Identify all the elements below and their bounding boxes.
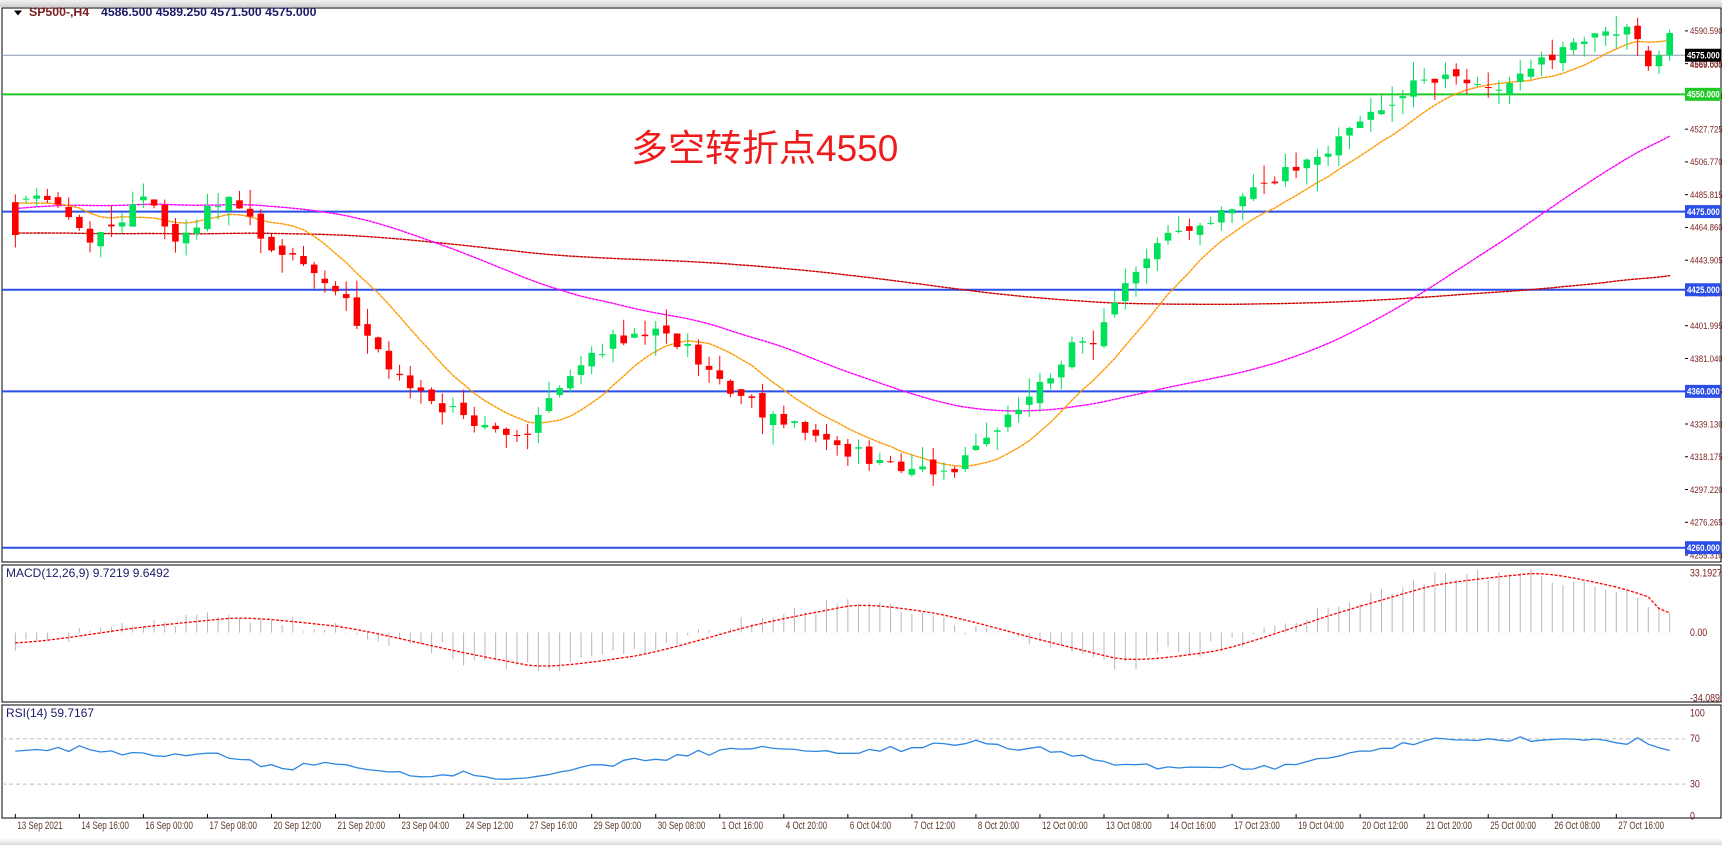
- svg-text:MACD(12,26,9) 9.7219 9.6492: MACD(12,26,9) 9.7219 9.6492: [6, 566, 170, 580]
- svg-text:70: 70: [1690, 733, 1700, 745]
- svg-text:4475.000: 4475.000: [1687, 206, 1720, 217]
- svg-text:0: 0: [1690, 811, 1695, 823]
- svg-text:33.1927: 33.1927: [1690, 568, 1722, 580]
- svg-text:6 Oct 04:00: 6 Oct 04:00: [850, 820, 891, 833]
- svg-text:13 Oct 08:00: 13 Oct 08:00: [1106, 820, 1152, 833]
- svg-text:17 Sep 08:00: 17 Sep 08:00: [209, 820, 257, 833]
- svg-text:4339.130: 4339.130: [1690, 419, 1722, 430]
- svg-text:RSI(14) 59.7167: RSI(14) 59.7167: [6, 706, 94, 720]
- svg-text:8 Oct 20:00: 8 Oct 20:00: [978, 820, 1019, 833]
- svg-text:16 Sep 00:00: 16 Sep 00:00: [145, 820, 193, 833]
- svg-text:27 Oct 16:00: 27 Oct 16:00: [1618, 820, 1664, 833]
- svg-text:27 Sep 16:00: 27 Sep 16:00: [530, 820, 578, 833]
- svg-text:4381.040: 4381.040: [1690, 353, 1722, 364]
- svg-text:29 Sep 00:00: 29 Sep 00:00: [594, 820, 642, 833]
- svg-text:4586.500 4589.250 4571.500 457: 4586.500 4589.250 4571.500 4575.000: [101, 5, 317, 19]
- svg-text:-34.0891: -34.0891: [1690, 693, 1722, 705]
- svg-text:4527.725: 4527.725: [1690, 124, 1722, 135]
- svg-text:4464.860: 4464.860: [1690, 222, 1722, 233]
- svg-text:21 Oct 20:00: 21 Oct 20:00: [1426, 820, 1472, 833]
- svg-text:21 Sep 20:00: 21 Sep 20:00: [338, 820, 386, 833]
- svg-text:4425.000: 4425.000: [1687, 284, 1720, 295]
- svg-text:4401.995: 4401.995: [1690, 320, 1722, 331]
- svg-text:12 Oct 00:00: 12 Oct 00:00: [1042, 820, 1088, 833]
- svg-text:4569.000: 4569.000: [1690, 59, 1722, 70]
- svg-text:4276.265: 4276.265: [1690, 517, 1722, 528]
- svg-text:1 Oct 16:00: 1 Oct 16:00: [722, 820, 763, 833]
- svg-text:30: 30: [1690, 779, 1700, 791]
- svg-text:30 Sep 08:00: 30 Sep 08:00: [658, 820, 706, 833]
- svg-text:13 Sep 2021: 13 Sep 2021: [17, 820, 62, 833]
- svg-text:4360.000: 4360.000: [1687, 386, 1720, 397]
- svg-text:7 Oct 12:00: 7 Oct 12:00: [914, 820, 955, 833]
- svg-text:4590.590: 4590.590: [1690, 25, 1722, 36]
- svg-text:17 Oct 23:00: 17 Oct 23:00: [1234, 820, 1280, 833]
- svg-text:4506.770: 4506.770: [1690, 156, 1722, 167]
- svg-text:25 Oct 00:00: 25 Oct 00:00: [1490, 820, 1536, 833]
- svg-text:19 Oct 04:00: 19 Oct 04:00: [1298, 820, 1344, 833]
- svg-text:23 Sep 04:00: 23 Sep 04:00: [402, 820, 450, 833]
- svg-text:20 Oct 12:00: 20 Oct 12:00: [1362, 820, 1408, 833]
- svg-text:SP500-,H4: SP500-,H4: [29, 5, 89, 19]
- svg-text:4485.815: 4485.815: [1690, 189, 1722, 200]
- svg-text:4318.175: 4318.175: [1690, 451, 1722, 462]
- svg-text:多空转折点4550: 多空转折点4550: [631, 128, 898, 169]
- svg-text:20 Sep 12:00: 20 Sep 12:00: [273, 820, 321, 833]
- svg-text:4443.905: 4443.905: [1690, 255, 1722, 266]
- svg-text:4550.000: 4550.000: [1687, 89, 1720, 100]
- svg-text:100: 100: [1690, 708, 1705, 720]
- svg-text:14 Sep 16:00: 14 Sep 16:00: [81, 820, 129, 833]
- svg-text:24 Sep 12:00: 24 Sep 12:00: [466, 820, 514, 833]
- svg-text:14 Oct 16:00: 14 Oct 16:00: [1170, 820, 1216, 833]
- svg-text:0.00: 0.00: [1690, 627, 1708, 639]
- svg-text:4297.220: 4297.220: [1690, 484, 1722, 495]
- svg-text:26 Oct 08:00: 26 Oct 08:00: [1554, 820, 1600, 833]
- svg-text:4260.000: 4260.000: [1687, 542, 1720, 553]
- svg-text:4 Oct 20:00: 4 Oct 20:00: [786, 820, 827, 833]
